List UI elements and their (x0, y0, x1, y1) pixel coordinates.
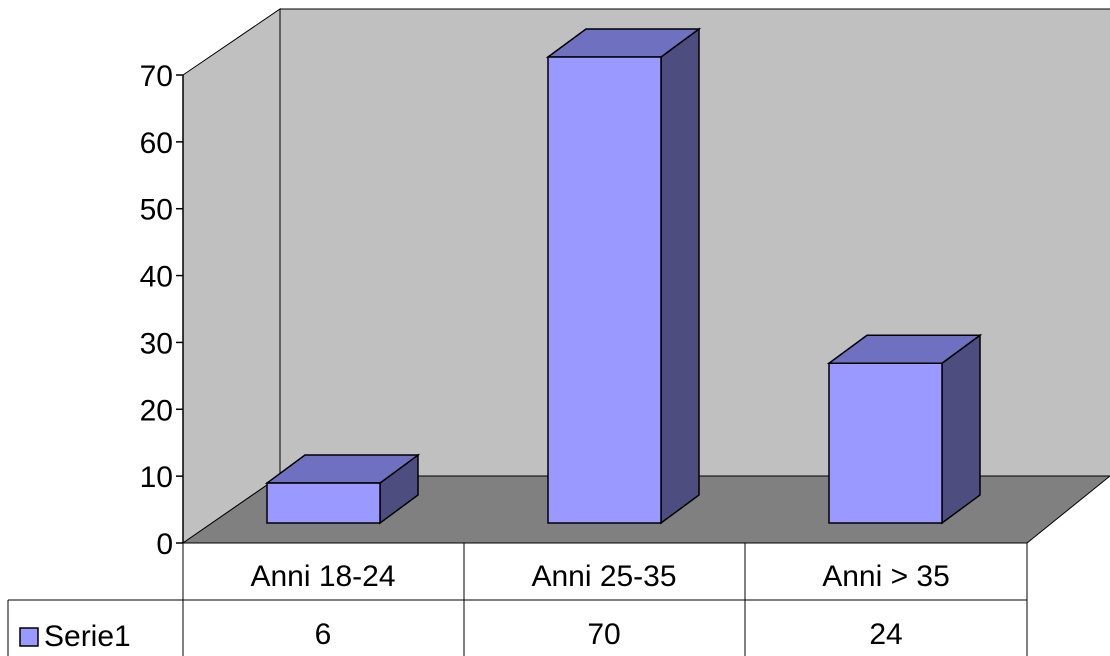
bar-side-face (941, 333, 981, 525)
bar-front-face (266, 482, 381, 524)
y-tick-label: 0 (156, 528, 173, 561)
y-tick-label: 20 (140, 394, 173, 427)
bar-front-face (547, 56, 662, 524)
bar-3 (826, 333, 983, 525)
category-label-2: Anni 25-35 (531, 560, 676, 593)
bar-2 (545, 27, 702, 525)
y-tick-label: 10 (140, 461, 173, 494)
bar-1 (264, 453, 421, 525)
table-value-2: 70 (587, 618, 620, 651)
bar-front-face (828, 362, 943, 524)
y-tick-label: 30 (140, 327, 173, 360)
category-label-1: Anni 18-24 (250, 560, 395, 593)
y-tick-label: 70 (140, 60, 173, 93)
y-tick-label: 60 (140, 127, 173, 160)
table-value-3: 24 (869, 618, 902, 651)
bar-side-face (660, 27, 700, 525)
table-value-1: 6 (315, 618, 332, 651)
legend-series-label: Serie1 (44, 620, 131, 653)
y-tick-label: 50 (140, 194, 173, 227)
category-label-3: Anni > 35 (822, 560, 950, 593)
chart-side-wall (182, 8, 281, 544)
y-tick-label: 40 (140, 261, 173, 294)
legend-swatch (19, 627, 39, 647)
